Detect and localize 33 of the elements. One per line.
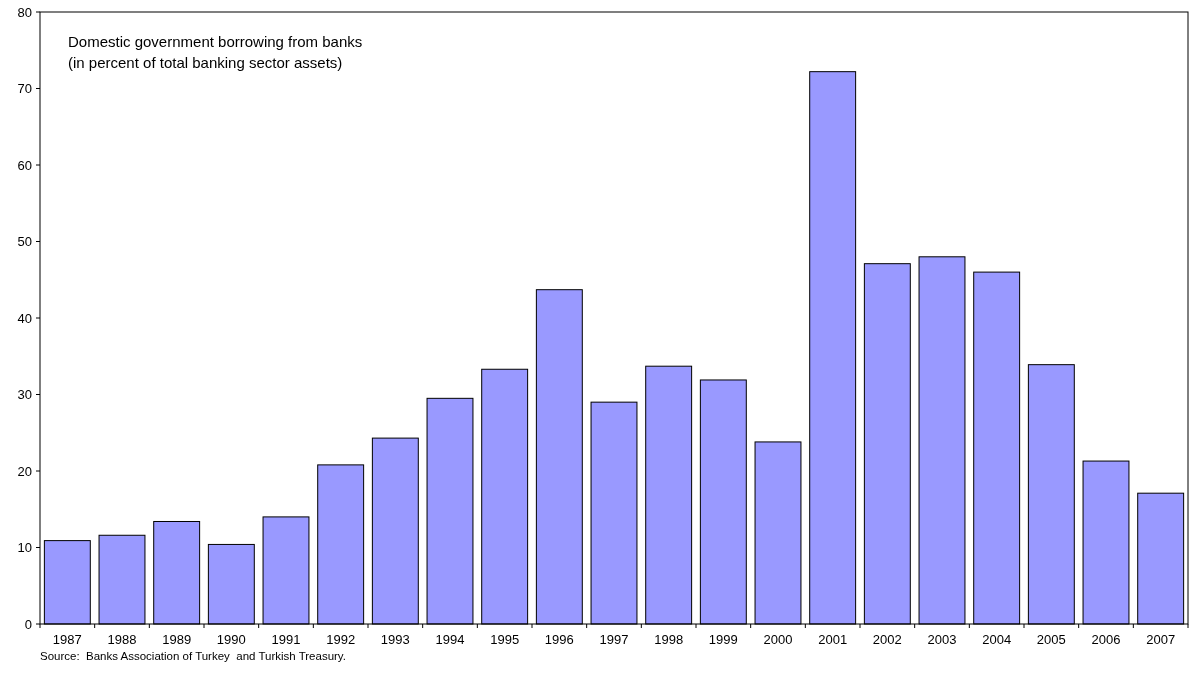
y-tick-label: 40 xyxy=(17,310,32,326)
y-tick-label: 70 xyxy=(17,81,32,97)
y-tick-label: 10 xyxy=(17,540,32,556)
x-tick-label: 1999 xyxy=(708,632,738,647)
x-tick-label: 1991 xyxy=(271,632,301,647)
y-tick-label: 30 xyxy=(17,387,32,403)
x-tick-label: 2007 xyxy=(1146,632,1176,647)
y-tick-label: 20 xyxy=(17,463,32,479)
x-tick-label: 2000 xyxy=(763,632,793,647)
y-tick-label: 0 xyxy=(24,616,32,632)
y-tick-label: 50 xyxy=(17,234,32,250)
x-tick-label: 1990 xyxy=(216,632,246,647)
x-tick-label: 1994 xyxy=(435,632,465,647)
x-tick-label: 1993 xyxy=(380,632,410,647)
x-tick-label: 1987 xyxy=(52,632,82,647)
x-tick-label: 1995 xyxy=(490,632,520,647)
x-tick-label: 1998 xyxy=(654,632,684,647)
text: (in percent of total banking sector assets) xyxy=(68,54,343,71)
x-tick-label: 2006 xyxy=(1091,632,1121,647)
x-tick-label: 1988 xyxy=(107,632,137,647)
x-tick-label: 1992 xyxy=(326,632,356,647)
y-tick-label: 80 xyxy=(17,4,32,20)
y-tick-label: 60 xyxy=(17,157,32,173)
x-tick-label: 2004 xyxy=(982,632,1012,647)
x-tick-label: 2001 xyxy=(818,632,848,647)
x-tick-label: 2002 xyxy=(872,632,902,647)
x-tick-label: 1989 xyxy=(162,632,192,647)
x-tick-label: 2003 xyxy=(927,632,957,647)
x-tick-label: 1997 xyxy=(599,632,629,647)
source-note: Source: Banks Association of Turkey and Turkish Treasury. xyxy=(40,650,346,662)
x-tick-label: 2005 xyxy=(1036,632,1066,647)
text: Domestic government borrowing from banks xyxy=(68,33,363,50)
x-tick-label: 1996 xyxy=(544,632,574,647)
